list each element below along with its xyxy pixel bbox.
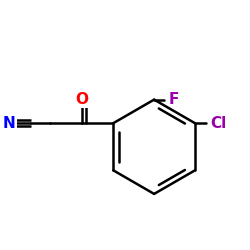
Text: F: F — [169, 92, 179, 107]
Text: N: N — [3, 116, 16, 131]
Text: Cl: Cl — [211, 116, 227, 131]
Text: O: O — [75, 92, 88, 106]
